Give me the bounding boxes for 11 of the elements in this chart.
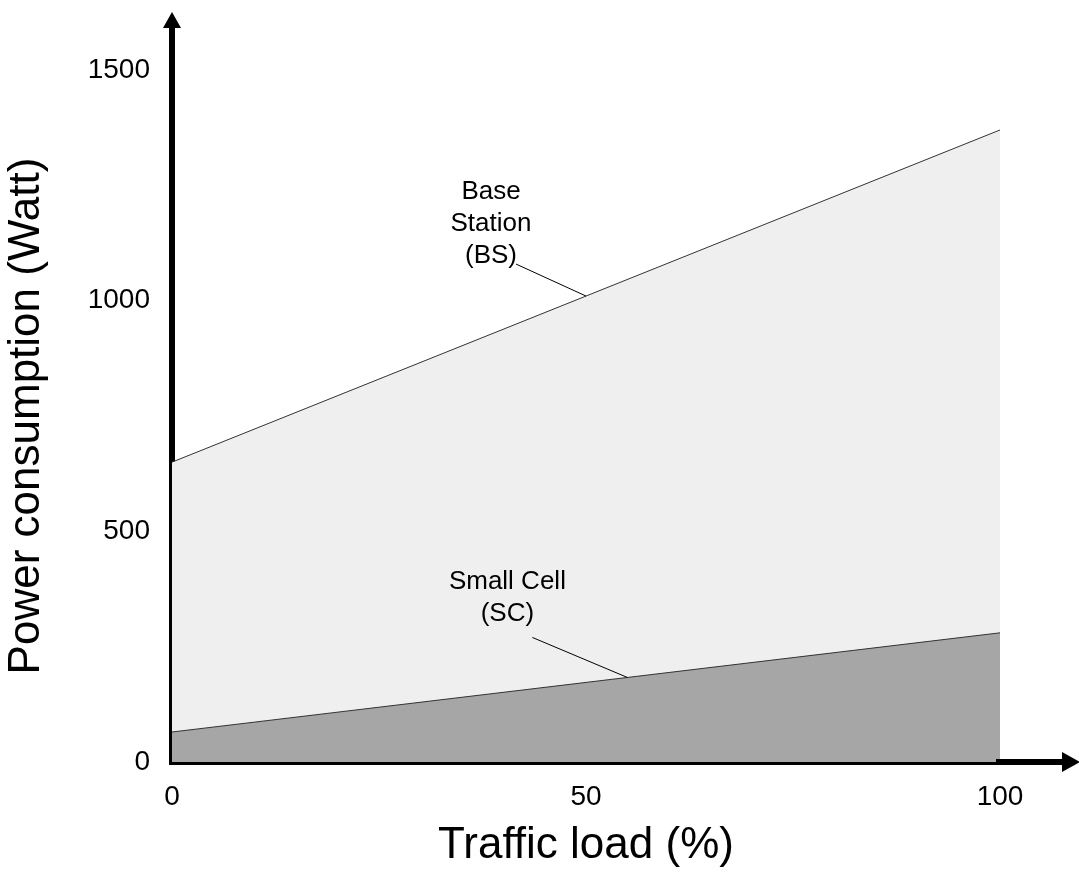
text: Small Cell (SC): [448, 564, 566, 627]
y-tick-label: 500: [103, 514, 150, 546]
y-tick-label: 0: [134, 744, 150, 776]
x-tick-label: 50: [570, 779, 602, 811]
x-tick-label: 100: [976, 779, 1024, 811]
y-axis-title: Power consumption (Watt): [0, 157, 48, 675]
y-tick-label: 1500: [87, 52, 150, 84]
y-tick-label: 1000: [87, 283, 150, 315]
x-axis-title: Traffic load (%): [438, 817, 734, 867]
x-tick-label: 0: [164, 779, 180, 811]
series-label: Base Station (BS): [450, 175, 532, 270]
